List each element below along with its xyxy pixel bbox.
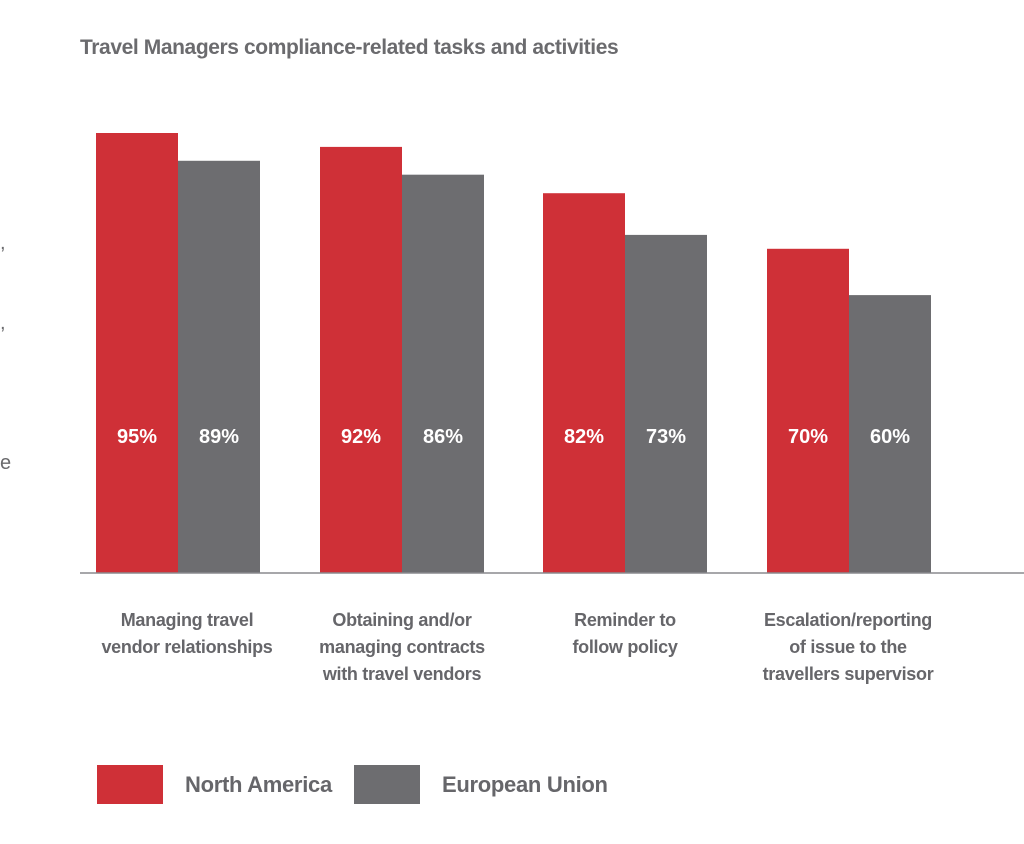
- bar-north-america-1: [320, 146, 402, 574]
- bar-european-union-0: [178, 160, 260, 573]
- legend-item-north-america: North America: [97, 765, 332, 804]
- data-label-north-america-3: 70%: [788, 426, 828, 448]
- legend-label-european-union: European Union: [442, 771, 608, 797]
- chart-title: Travel Managers compliance-related tasks…: [80, 36, 619, 59]
- bar-european-union-1: [402, 174, 484, 573]
- data-label-north-america-2: 82%: [564, 426, 604, 448]
- category-label-3: Escalation/reporting of issue to the tra…: [762, 610, 934, 684]
- data-label-north-america-0: 95%: [117, 426, 157, 448]
- legend-swatch-north-america: [97, 765, 163, 804]
- data-label-european-union-0: 89%: [199, 426, 239, 448]
- edge-text-fragment: ,: [0, 312, 6, 334]
- bar-european-union-3: [849, 295, 931, 573]
- category-label-1: Obtaining and/or managing contracts with…: [319, 610, 485, 684]
- bar-north-america-3: [767, 248, 849, 573]
- legend-item-european-union: European Union: [354, 765, 608, 804]
- bar-north-america-2: [543, 193, 625, 574]
- bar-european-union-2: [625, 234, 707, 574]
- data-label-european-union-1: 86%: [423, 426, 463, 448]
- data-label-european-union-2: 73%: [646, 426, 686, 448]
- legend-swatch-european-union: [354, 765, 420, 804]
- bar-north-america-0: [96, 133, 178, 573]
- edge-text-fragment: ,: [0, 232, 6, 254]
- data-label-north-america-1: 92%: [341, 426, 381, 448]
- category-label-0: Managing travel vendor relationships: [101, 610, 273, 657]
- legend-label-north-america: North America: [185, 771, 332, 797]
- edge-text-fragment: e: [0, 452, 12, 474]
- category-label-2: Reminder to follow policy: [572, 610, 678, 657]
- data-label-european-union-3: 60%: [870, 426, 910, 448]
